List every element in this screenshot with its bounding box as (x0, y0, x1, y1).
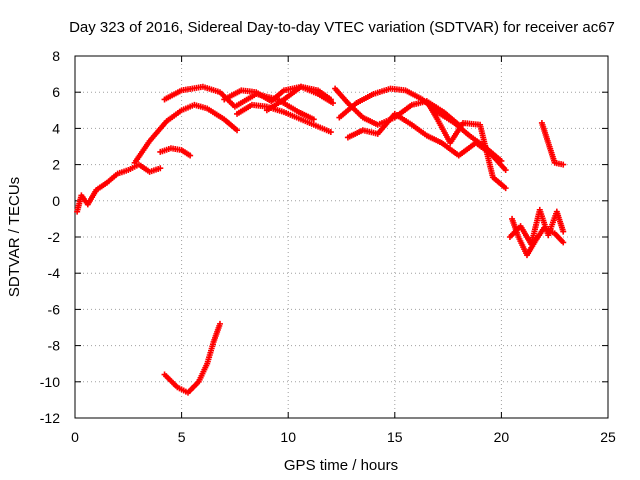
series-arc-j (344, 110, 509, 174)
x-tick-label: 0 (71, 429, 79, 445)
y-tick-label: -6 (48, 301, 61, 317)
x-tick-label: 5 (178, 429, 186, 445)
y-tick-label: -8 (48, 338, 61, 354)
y-tick-label: 6 (52, 84, 60, 100)
x-tick-label: 20 (494, 429, 510, 445)
series-arc-g (263, 83, 334, 114)
y-tick-label: 8 (52, 48, 60, 64)
y-tick-label: 0 (52, 193, 60, 209)
chart-title: Day 323 of 2016, Sidereal Day-to-day VTE… (69, 19, 615, 36)
data-point (187, 152, 194, 159)
series-arc-b (157, 145, 194, 159)
series-arc-k (423, 98, 509, 192)
x-tick-label: 25 (600, 429, 616, 445)
data-point (329, 100, 336, 107)
data-point (502, 167, 509, 174)
series-arc-c (131, 101, 241, 166)
data-point (310, 116, 317, 123)
series-arc-n (538, 119, 567, 168)
data-point (327, 129, 334, 136)
series-arc-a (161, 320, 223, 396)
grid-lines (75, 56, 608, 418)
data-point (560, 239, 567, 246)
x-tick-label: 10 (280, 429, 296, 445)
data-point (157, 165, 164, 172)
data-point (502, 185, 509, 192)
data-point (327, 96, 334, 103)
y-tick-label: 4 (52, 120, 60, 136)
x-axis-label: GPS time / hours (284, 457, 398, 474)
x-tick-label: 15 (387, 429, 403, 445)
data-point (560, 228, 567, 235)
data-point (234, 127, 241, 134)
x-axis-ticks: 0 5 10 15 20 25 (71, 56, 616, 445)
data-points (74, 83, 567, 396)
y-tick-label: -10 (40, 374, 60, 390)
data-point (560, 161, 567, 168)
y-axis-label: SDTVAR / TECUs (6, 177, 23, 297)
series-arc-m (506, 206, 567, 248)
y-tick-label: -4 (48, 265, 61, 281)
data-point (216, 320, 223, 327)
y-tick-label: -12 (40, 410, 60, 426)
y-tick-label: 2 (52, 157, 60, 173)
y-axis-ticks: -12 -10 -8 -6 -4 -2 0 2 4 6 8 (40, 48, 608, 426)
series-early-cluster (74, 161, 164, 215)
series-arc-f (234, 101, 334, 136)
y-tick-label: -2 (48, 229, 61, 245)
